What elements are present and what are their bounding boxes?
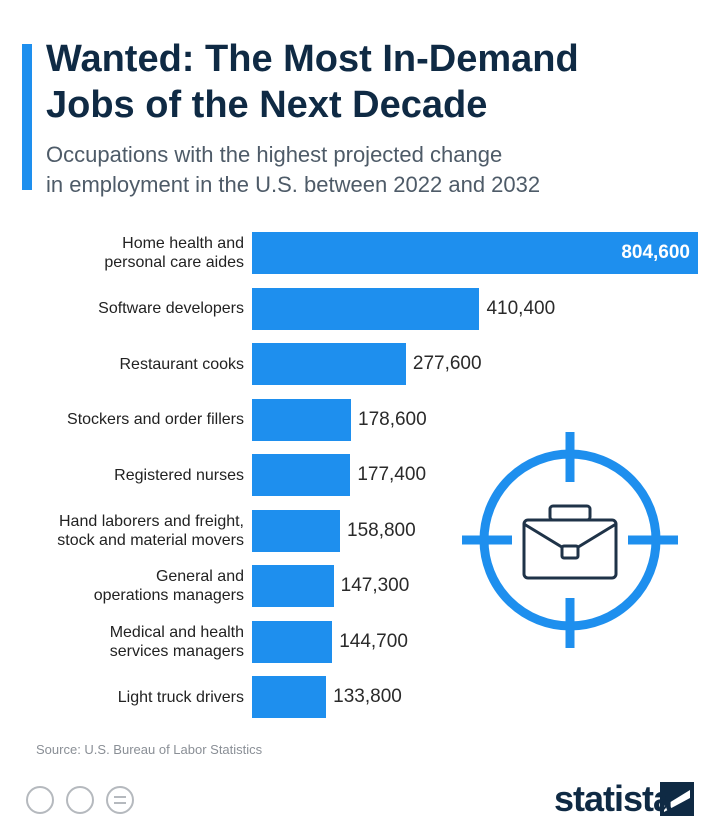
value-label: 804,600 bbox=[621, 242, 690, 263]
category-label: Registered nurses bbox=[114, 466, 244, 484]
bar bbox=[252, 343, 406, 385]
accent-bar bbox=[22, 44, 32, 190]
license-icons bbox=[26, 786, 134, 814]
category-label: General and operations managers bbox=[93, 568, 244, 604]
bar bbox=[252, 565, 334, 607]
value-label: 277,600 bbox=[412, 353, 482, 374]
value-label: 410,400 bbox=[486, 297, 556, 319]
bar bbox=[252, 287, 480, 330]
value-label: 133,800 bbox=[333, 686, 402, 707]
category-label: Stockers and order fillers bbox=[67, 411, 244, 428]
category-label: Home health and personal care aides bbox=[104, 235, 244, 271]
briefcase-icon bbox=[522, 504, 618, 580]
bar bbox=[252, 454, 351, 496]
chart-subtitle: Occupations with the highest projected c… bbox=[46, 142, 541, 197]
category-label: Hand laborers and freight, stock and mat… bbox=[57, 512, 244, 549]
bar bbox=[252, 398, 351, 441]
category-label: Restaurant cooks bbox=[119, 355, 244, 373]
category-label: Medical and health services managers bbox=[109, 623, 244, 660]
target-icon bbox=[462, 432, 678, 648]
category-label: Light truck drivers bbox=[117, 688, 244, 706]
bar bbox=[252, 509, 341, 552]
bar bbox=[252, 620, 333, 663]
logo-mark bbox=[660, 782, 694, 816]
value-label: 144,700 bbox=[339, 630, 408, 652]
bar bbox=[252, 232, 698, 274]
chart-title: Wanted: The Most In-Demand Jobs of the N… bbox=[46, 38, 579, 126]
value-label: 178,600 bbox=[358, 408, 427, 430]
bar bbox=[252, 676, 327, 718]
source-note: Source: U.S. Bureau of Labor Statistics bbox=[36, 742, 263, 757]
value-label: 147,300 bbox=[340, 575, 410, 596]
category-label: Software developers bbox=[98, 300, 244, 317]
value-label: 158,800 bbox=[347, 519, 416, 541]
brand-logo: statista bbox=[553, 778, 673, 819]
value-label: 177,400 bbox=[357, 464, 427, 485]
